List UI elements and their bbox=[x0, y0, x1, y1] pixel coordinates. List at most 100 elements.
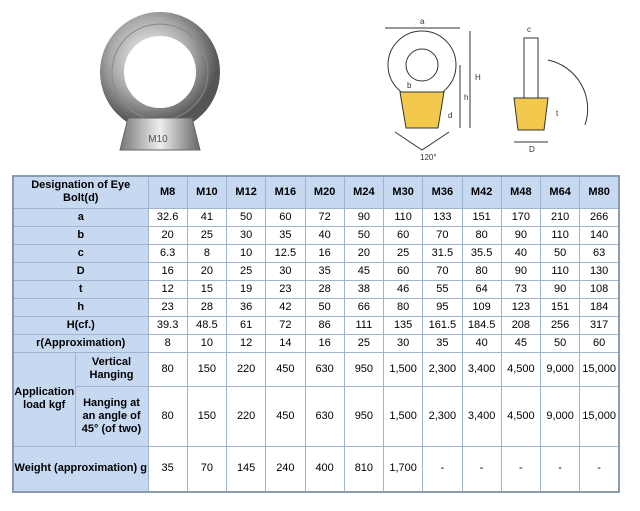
value-cell: 950 bbox=[343, 385, 385, 447]
drawing-label: b bbox=[407, 81, 412, 90]
value-cell: 151 bbox=[539, 297, 581, 317]
value-cell: 60 bbox=[382, 261, 424, 281]
value-cell: 25 bbox=[343, 333, 385, 353]
value-cell: 45 bbox=[343, 261, 385, 281]
group-label: Application load kgf bbox=[12, 351, 76, 447]
row-label: r(Approximation) bbox=[12, 333, 149, 353]
drawing-label: c bbox=[527, 25, 531, 34]
value-cell: 150 bbox=[186, 385, 228, 447]
value-cell: 184.5 bbox=[461, 315, 502, 335]
value-cell: 36 bbox=[225, 297, 267, 317]
value-cell: 80 bbox=[147, 385, 188, 447]
value-cell: 1,500 bbox=[382, 351, 424, 387]
value-cell: 950 bbox=[343, 351, 385, 387]
value-cell: 40 bbox=[461, 333, 502, 353]
value-cell: 10 bbox=[186, 333, 228, 353]
value-cell: 10 bbox=[225, 243, 267, 263]
value-cell: 38 bbox=[343, 279, 385, 299]
value-cell: 220 bbox=[225, 351, 267, 387]
size-header: M16 bbox=[265, 175, 306, 209]
size-header: M30 bbox=[382, 175, 424, 209]
value-cell: 50 bbox=[304, 297, 345, 317]
row-label: a bbox=[12, 207, 149, 227]
value-cell: - bbox=[500, 445, 542, 493]
value-cell: 170 bbox=[500, 207, 542, 227]
value-cell: 25 bbox=[186, 225, 228, 245]
value-cell: 12.5 bbox=[265, 243, 306, 263]
size-header: M24 bbox=[343, 175, 385, 209]
table-row: Hanging at an angle of 45° (of two) 80 150… bbox=[13, 385, 620, 447]
value-cell: 3,400 bbox=[461, 351, 502, 387]
value-cell: 35 bbox=[422, 333, 463, 353]
value-cell: 20 bbox=[343, 243, 385, 263]
size-header: M36 bbox=[422, 175, 463, 209]
value-cell: 90 bbox=[539, 279, 581, 299]
value-cell: 73 bbox=[500, 279, 542, 299]
value-cell: 130 bbox=[579, 261, 620, 281]
value-cell: 60 bbox=[382, 225, 424, 245]
value-cell: 30 bbox=[265, 261, 306, 281]
value-cell: 28 bbox=[186, 297, 228, 317]
value-cell: 12 bbox=[225, 333, 267, 353]
value-cell: 15,000 bbox=[579, 351, 620, 387]
drawing-label: h bbox=[464, 93, 468, 102]
table-row: a 32.6 41 50 60 72 90 110 133 151 170 210 266 bbox=[12, 207, 620, 227]
value-cell: 39.3 bbox=[147, 315, 188, 335]
value-cell: 110 bbox=[382, 207, 424, 227]
value-cell: 23 bbox=[147, 297, 188, 317]
value-cell: 110 bbox=[539, 225, 581, 245]
size-header: M80 bbox=[579, 175, 620, 209]
drawing-label: 120° bbox=[420, 153, 437, 162]
table-row: Designation of Eye Bolt(d) M8 M10 M12 M16 M20… bbox=[12, 175, 620, 209]
size-header: M12 bbox=[225, 175, 267, 209]
value-cell: 9,000 bbox=[539, 385, 581, 447]
value-cell: 450 bbox=[265, 351, 306, 387]
value-cell: 210 bbox=[539, 207, 581, 227]
nut-mark: M10 bbox=[148, 134, 168, 145]
value-cell: 28 bbox=[304, 279, 345, 299]
value-cell: 184 bbox=[579, 297, 620, 317]
value-cell: - bbox=[461, 445, 502, 493]
table-row: b 20 25 30 35 40 50 60 70 80 90 110 140 bbox=[12, 225, 620, 245]
value-cell: 72 bbox=[265, 315, 306, 335]
value-cell: 810 bbox=[343, 445, 385, 493]
value-cell: 8 bbox=[186, 243, 228, 263]
table-row: c 6.3 8 10 12.5 16 20 25 31.5 35.5 40 50 63 bbox=[12, 243, 620, 263]
value-cell: 630 bbox=[304, 385, 345, 447]
value-cell: 400 bbox=[304, 445, 345, 493]
value-cell: 32.6 bbox=[147, 207, 188, 227]
illustrations: M10 a b Hh d 120° c Dt bbox=[100, 12, 589, 162]
value-cell: 55 bbox=[422, 279, 463, 299]
value-cell: 42 bbox=[265, 297, 306, 317]
value-cell: 63 bbox=[579, 243, 620, 263]
size-header: M8 bbox=[147, 175, 188, 209]
value-cell: 86 bbox=[304, 315, 345, 335]
value-cell: 50 bbox=[343, 225, 385, 245]
value-cell: 108 bbox=[579, 279, 620, 299]
value-cell: 140 bbox=[579, 225, 620, 245]
drawing-label: d bbox=[448, 111, 452, 120]
size-header: M20 bbox=[304, 175, 345, 209]
table-row: D 16 20 25 30 35 45 60 70 80 90 110 130 bbox=[12, 261, 620, 281]
value-cell: 123 bbox=[500, 297, 542, 317]
value-cell: 50 bbox=[539, 333, 581, 353]
value-cell: 6.3 bbox=[147, 243, 188, 263]
value-cell: 15,000 bbox=[579, 385, 620, 447]
drawing-label: H bbox=[475, 73, 481, 82]
value-cell: 135 bbox=[382, 315, 424, 335]
value-cell: 30 bbox=[382, 333, 424, 353]
value-cell: 4,500 bbox=[500, 385, 542, 447]
value-cell: 90 bbox=[500, 261, 542, 281]
eye-nut-photo: M10 bbox=[100, 12, 220, 151]
value-cell: 31.5 bbox=[422, 243, 463, 263]
row-label: h bbox=[12, 297, 149, 317]
value-cell: 80 bbox=[382, 297, 424, 317]
value-cell: 220 bbox=[225, 385, 267, 447]
value-cell: 317 bbox=[579, 315, 620, 335]
value-cell: 48.5 bbox=[186, 315, 228, 335]
value-cell: 30 bbox=[225, 225, 267, 245]
value-cell: 110 bbox=[539, 261, 581, 281]
value-cell: 35 bbox=[304, 261, 345, 281]
row-label: c bbox=[12, 243, 149, 263]
